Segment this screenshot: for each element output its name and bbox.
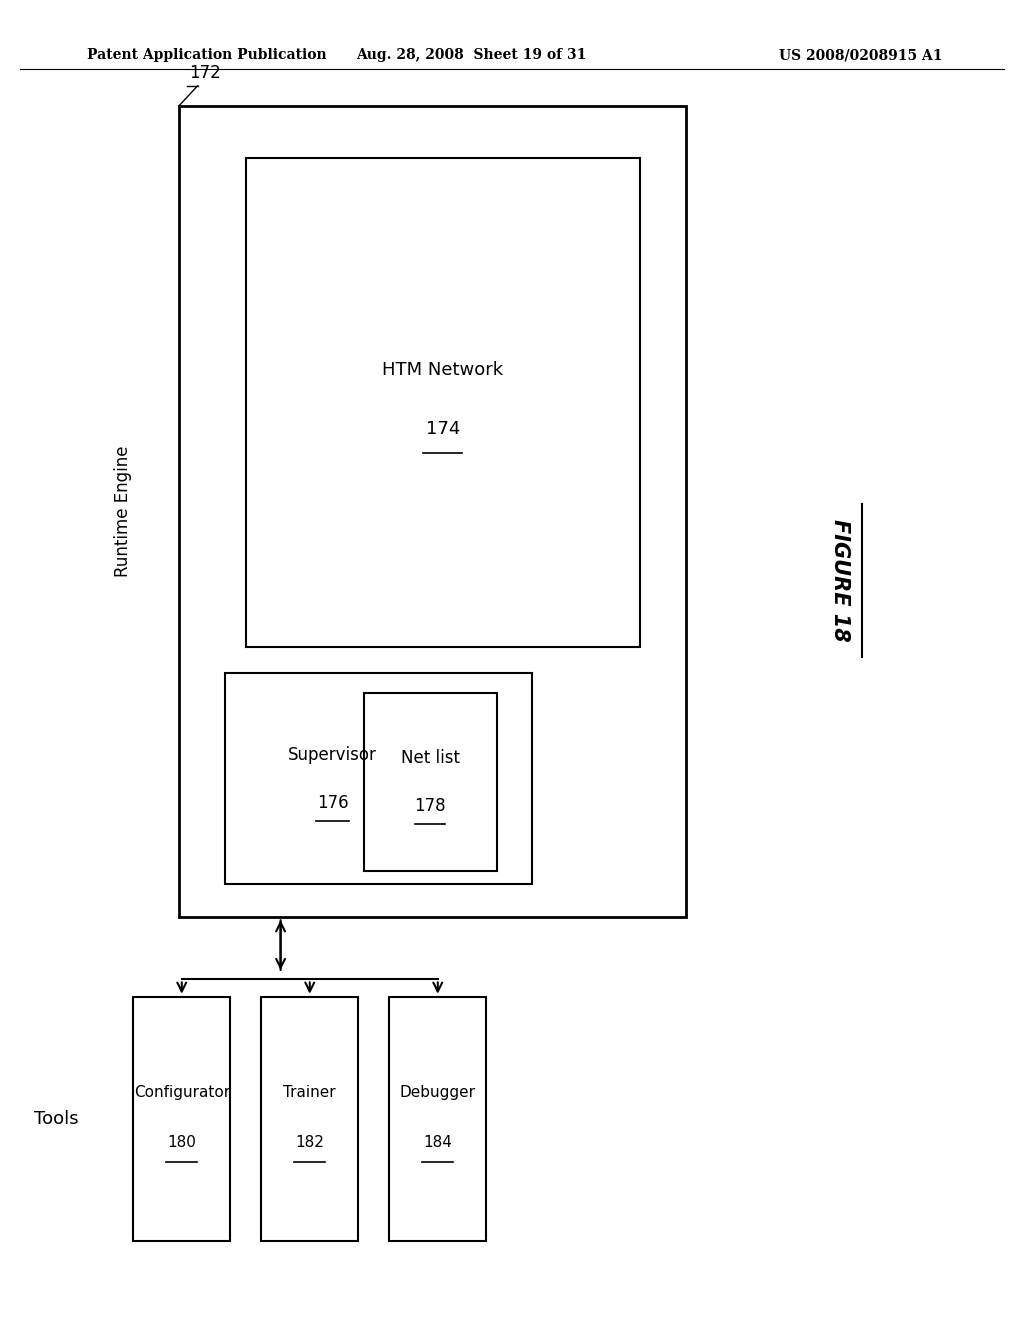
Bar xyxy=(389,997,486,1241)
Text: 174: 174 xyxy=(426,420,460,438)
Text: 178: 178 xyxy=(415,797,445,814)
Text: 172: 172 xyxy=(189,63,221,82)
Text: Patent Application Publication: Patent Application Publication xyxy=(87,49,327,62)
Bar xyxy=(179,106,686,917)
Text: US 2008/0208915 A1: US 2008/0208915 A1 xyxy=(778,49,942,62)
Text: Configurator: Configurator xyxy=(134,1085,229,1100)
Text: HTM Network: HTM Network xyxy=(382,360,504,379)
Bar xyxy=(225,673,532,884)
Text: Trainer: Trainer xyxy=(284,1085,336,1100)
Text: 180: 180 xyxy=(167,1135,197,1150)
Text: Tools: Tools xyxy=(34,1110,79,1127)
Bar xyxy=(364,693,497,871)
Text: 184: 184 xyxy=(423,1135,453,1150)
Text: Debugger: Debugger xyxy=(399,1085,476,1100)
Text: Net list: Net list xyxy=(400,750,460,767)
Text: Runtime Engine: Runtime Engine xyxy=(114,446,132,577)
Bar xyxy=(261,997,358,1241)
Text: Aug. 28, 2008  Sheet 19 of 31: Aug. 28, 2008 Sheet 19 of 31 xyxy=(356,49,586,62)
Text: Supervisor: Supervisor xyxy=(289,746,377,764)
Text: FIGURE 18: FIGURE 18 xyxy=(829,520,850,642)
Bar xyxy=(133,997,230,1241)
Text: 176: 176 xyxy=(317,793,348,812)
Bar xyxy=(246,158,640,647)
Text: 182: 182 xyxy=(295,1135,325,1150)
